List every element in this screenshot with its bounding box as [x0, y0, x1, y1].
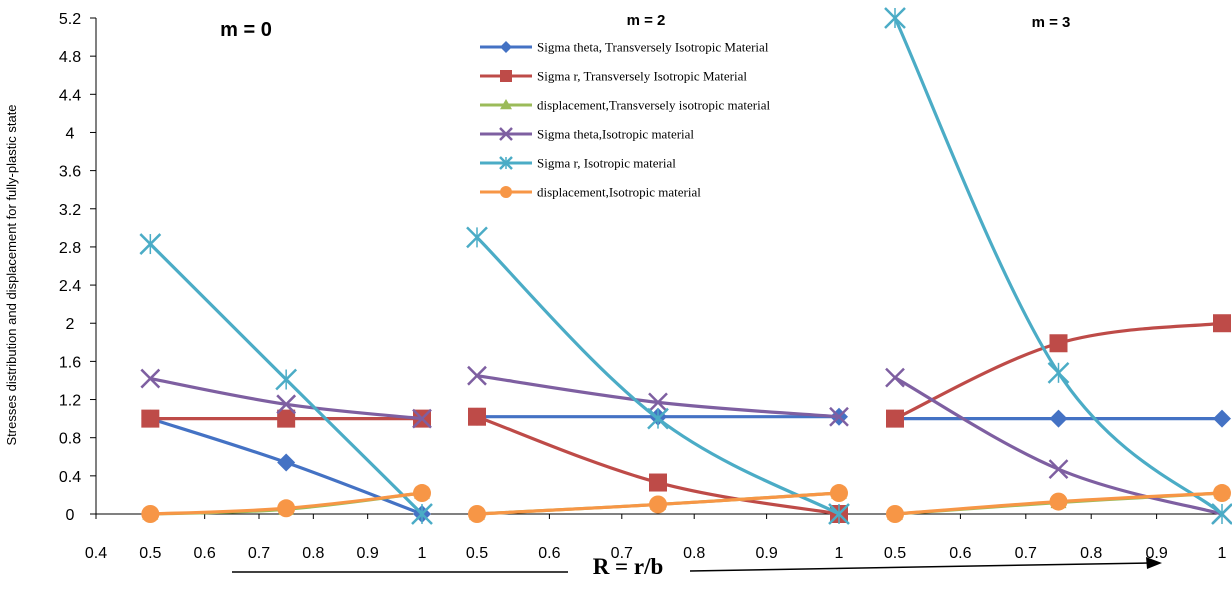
point-marker-diamond: [277, 453, 296, 472]
panel-title: m = 3: [1032, 14, 1071, 31]
point-marker-x: [829, 406, 849, 427]
x-axis-arrow: [232, 557, 1162, 573]
y-tick-label: 1.2: [59, 393, 81, 410]
y-tick-label: 4: [66, 125, 75, 142]
y-tick-label: 3.2: [59, 202, 81, 219]
point-marker-circle: [886, 505, 904, 523]
y-tick-label: 0.4: [59, 469, 81, 486]
x-tick-label: 0.8: [302, 545, 324, 562]
x-tick-label: 0.7: [1015, 545, 1037, 562]
y-tick-label: 4.4: [59, 87, 81, 104]
y-axis-label: Stresses distribution and displacement f…: [4, 104, 19, 445]
series-layer: [139, 7, 1232, 525]
point-marker-circle: [1049, 492, 1068, 511]
panel-title: m = 0: [220, 19, 272, 41]
legend-label: Sigma r, Isotropic material: [537, 156, 676, 171]
point-marker-square: [277, 409, 296, 428]
y-tick-label: 0.8: [59, 431, 81, 448]
x-tick-label: 1: [835, 545, 844, 562]
x-tick-label: 0.6: [194, 545, 216, 562]
point-marker-square: [1213, 314, 1231, 333]
x-tick-label: 0.9: [357, 545, 379, 562]
x-tick-label: 0.7: [248, 545, 270, 562]
point-marker-x: [276, 394, 297, 415]
point-marker-square: [468, 407, 486, 426]
series-line: [475, 236, 840, 516]
point-marker-x: [412, 408, 432, 429]
y-tick-label: 5.2: [59, 11, 81, 28]
x-tick-label: 0.9: [1145, 545, 1167, 562]
x-tick-label: 0.4: [85, 545, 107, 562]
point-marker-circle: [413, 484, 431, 503]
point-marker-x: [467, 365, 487, 386]
point-marker-circle: [649, 495, 667, 514]
axes-layer: [90, 17, 1223, 519]
y-tick-label: 2.4: [59, 278, 81, 295]
point-marker-square: [141, 409, 160, 428]
point-marker-circle: [830, 484, 848, 503]
point-marker-circle: [500, 186, 512, 198]
x-tick-label: 0.6: [949, 545, 971, 562]
point-marker-x: [885, 367, 905, 388]
legend-label: Sigma r, Transversely Isotropic Material: [537, 69, 747, 84]
y-tick-label: 2: [66, 316, 75, 333]
y-tick-label: 0: [66, 507, 75, 524]
panel-title: m = 2: [627, 12, 666, 29]
point-marker-square: [886, 409, 904, 428]
y-tick-label: 1.6: [59, 354, 81, 371]
x-tick-label: 1: [1218, 545, 1227, 562]
legend-label: displacement,Transversely isotropic mate…: [537, 98, 770, 113]
legend-label: Sigma theta, Transversely Isotropic Mate…: [537, 40, 769, 55]
arrow-head: [1146, 557, 1162, 569]
legend-label: displacement,Isotropic material: [537, 185, 701, 200]
point-marker-square: [500, 70, 512, 82]
point-marker-diamond: [500, 41, 512, 53]
point-marker-x: [648, 392, 668, 413]
point-marker-diamond: [1213, 409, 1231, 428]
x-tick-label: 0.8: [1080, 545, 1102, 562]
x-tick-label: 0.5: [884, 545, 906, 562]
point-marker-diamond: [1049, 409, 1068, 428]
x-tick-label: 0.6: [538, 545, 560, 562]
x-tick-label: 0.5: [466, 545, 488, 562]
legend: Sigma theta, Transversely Isotropic Mate…: [480, 40, 770, 200]
arrow-line-right: [689, 562, 1149, 572]
text-layer: Stresses distribution and displacement f…: [4, 11, 1227, 579]
point-marker-x: [140, 368, 161, 389]
point-marker-circle: [277, 499, 296, 518]
x-tick-label: 0.8: [683, 545, 705, 562]
y-tick-label: 2.8: [59, 240, 81, 257]
point-marker-x: [1048, 459, 1069, 480]
y-tick-label: 3.6: [59, 164, 81, 181]
point-marker-square: [649, 473, 667, 492]
series-line: [893, 17, 1224, 516]
point-marker-square: [1049, 334, 1068, 353]
x-tick-label: 0.9: [755, 545, 777, 562]
x-tick-label: 0.7: [611, 545, 633, 562]
legend-label: Sigma theta,Isotropic material: [537, 127, 694, 142]
point-marker-circle: [141, 505, 160, 523]
point-marker-circle: [468, 505, 486, 523]
point-marker-x: [499, 127, 513, 141]
x-axis-label: R = r/b: [593, 554, 664, 579]
y-tick-label: 4.8: [59, 49, 81, 66]
point-marker-triangle: [500, 99, 512, 110]
point-marker-circle: [1213, 484, 1231, 503]
x-tick-label: 1: [418, 545, 427, 562]
x-tick-label: 0.5: [139, 545, 161, 562]
